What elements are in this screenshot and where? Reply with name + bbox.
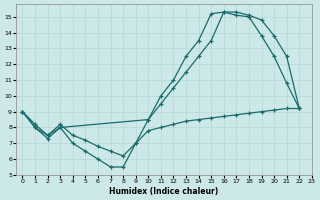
X-axis label: Humidex (Indice chaleur): Humidex (Indice chaleur) [109, 187, 219, 196]
